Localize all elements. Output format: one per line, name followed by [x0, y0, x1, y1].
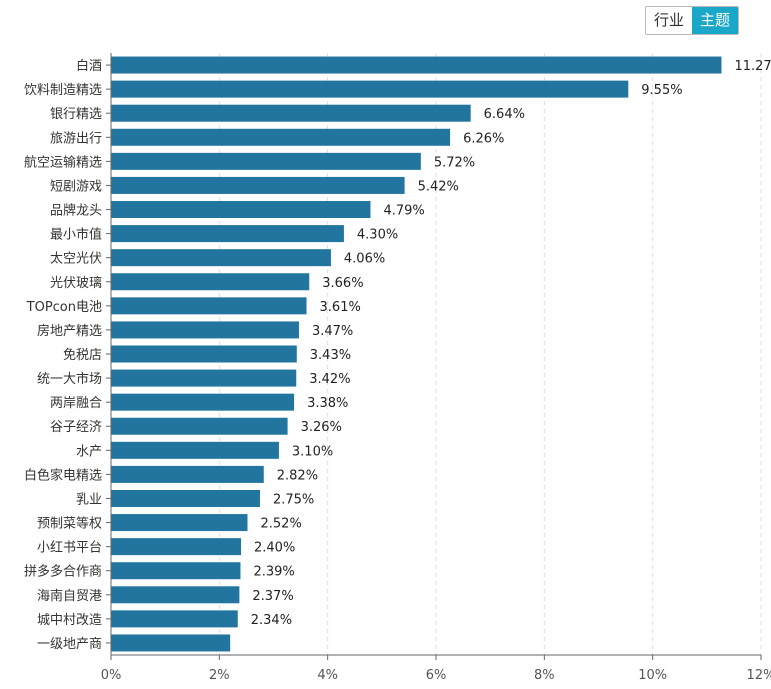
category-label: 太空光伏	[50, 252, 102, 267]
bar	[111, 369, 297, 387]
category-label: 房地产精选	[37, 323, 102, 339]
category-label: 小红书平台	[37, 540, 102, 556]
category-label: 预制菜等权	[37, 516, 102, 532]
value-label: 2.39%	[253, 565, 294, 580]
value-label: 3.47%	[312, 324, 353, 339]
value-label: 3.38%	[307, 396, 348, 411]
category-label: 统一大市场	[37, 371, 102, 387]
bar	[111, 465, 264, 483]
category-label: 拼多多合作商	[24, 564, 102, 580]
bar	[111, 201, 371, 219]
bar	[111, 538, 241, 556]
category-label: 乳业	[76, 492, 102, 507]
category-label: 旅游出行	[50, 131, 102, 146]
bar	[111, 514, 248, 532]
value-label: 3.42%	[309, 372, 350, 387]
value-label: 2.40%	[254, 541, 295, 556]
value-label: 9.55%	[641, 83, 682, 98]
x-tick-label: 12%	[747, 668, 771, 683]
bar	[111, 489, 260, 507]
industry-tab[interactable]: 行业	[646, 7, 693, 34]
view-toggle: 行业 主题	[645, 6, 740, 35]
value-label: 3.66%	[322, 276, 363, 291]
x-tick-label: 10%	[638, 668, 667, 683]
category-label: 水产	[76, 444, 102, 459]
bar	[111, 610, 238, 628]
category-label: 饮料制造精选	[24, 83, 102, 98]
bar	[111, 562, 241, 580]
x-tick-label: 4%	[317, 668, 338, 683]
value-label: 2.75%	[273, 492, 314, 507]
bar	[111, 225, 344, 243]
bar	[111, 104, 471, 122]
category-label: 短剧游戏	[50, 179, 102, 194]
value-label: 3.61%	[320, 300, 361, 315]
category-label: 城中村改造	[37, 613, 102, 628]
bar	[111, 152, 421, 170]
x-tick-label: 2%	[209, 668, 230, 683]
bar	[111, 634, 231, 652]
category-label: 最小市值	[50, 227, 102, 243]
category-label: 海南自贸港	[37, 588, 102, 604]
category-label: TOPcon电池	[26, 300, 102, 315]
value-label: 2.52%	[261, 517, 302, 532]
bar	[111, 441, 279, 459]
value-label: 2.37%	[252, 589, 293, 604]
value-label: 4.06%	[344, 252, 385, 267]
value-label: 5.72%	[434, 155, 475, 170]
category-label: 白色家电精选	[24, 467, 102, 483]
value-label: 6.64%	[484, 107, 525, 122]
bar	[111, 297, 307, 315]
bar	[111, 586, 240, 604]
bar	[111, 417, 288, 435]
value-label: 4.79%	[383, 204, 424, 219]
value-label: 3.43%	[310, 348, 351, 363]
value-label: 4.30%	[357, 228, 398, 243]
theme-tab[interactable]: 主题	[692, 7, 739, 34]
value-label: 2.82%	[277, 468, 318, 483]
bar	[111, 393, 295, 411]
category-label: 免税店	[63, 348, 102, 363]
bar	[111, 321, 299, 339]
bar	[111, 56, 722, 74]
bar	[111, 249, 331, 267]
category-label: 谷子经济	[50, 420, 102, 435]
category-label: 光伏玻璃	[50, 276, 102, 291]
bar	[111, 128, 451, 146]
x-tick-label: 0%	[101, 668, 122, 683]
category-label: 白酒	[76, 58, 102, 74]
value-label: 3.10%	[292, 444, 333, 459]
value-label: 6.26%	[463, 131, 504, 146]
x-tick-label: 6%	[426, 668, 447, 683]
bar	[111, 345, 297, 363]
category-label: 航空运输精选	[24, 154, 102, 170]
bar	[111, 176, 405, 194]
x-tick-label: 8%	[534, 668, 555, 683]
value-label: 5.42%	[418, 179, 459, 194]
category-label: 银行精选	[50, 107, 102, 122]
bar	[111, 273, 310, 291]
value-label: 3.26%	[301, 420, 342, 435]
value-label: 11.27%	[734, 59, 771, 74]
category-label: 一级地产商	[37, 637, 102, 652]
value-label: 2.34%	[251, 613, 292, 628]
category-label: 两岸融合	[50, 396, 102, 411]
bar	[111, 80, 629, 98]
category-label: 品牌龙头	[50, 203, 102, 219]
